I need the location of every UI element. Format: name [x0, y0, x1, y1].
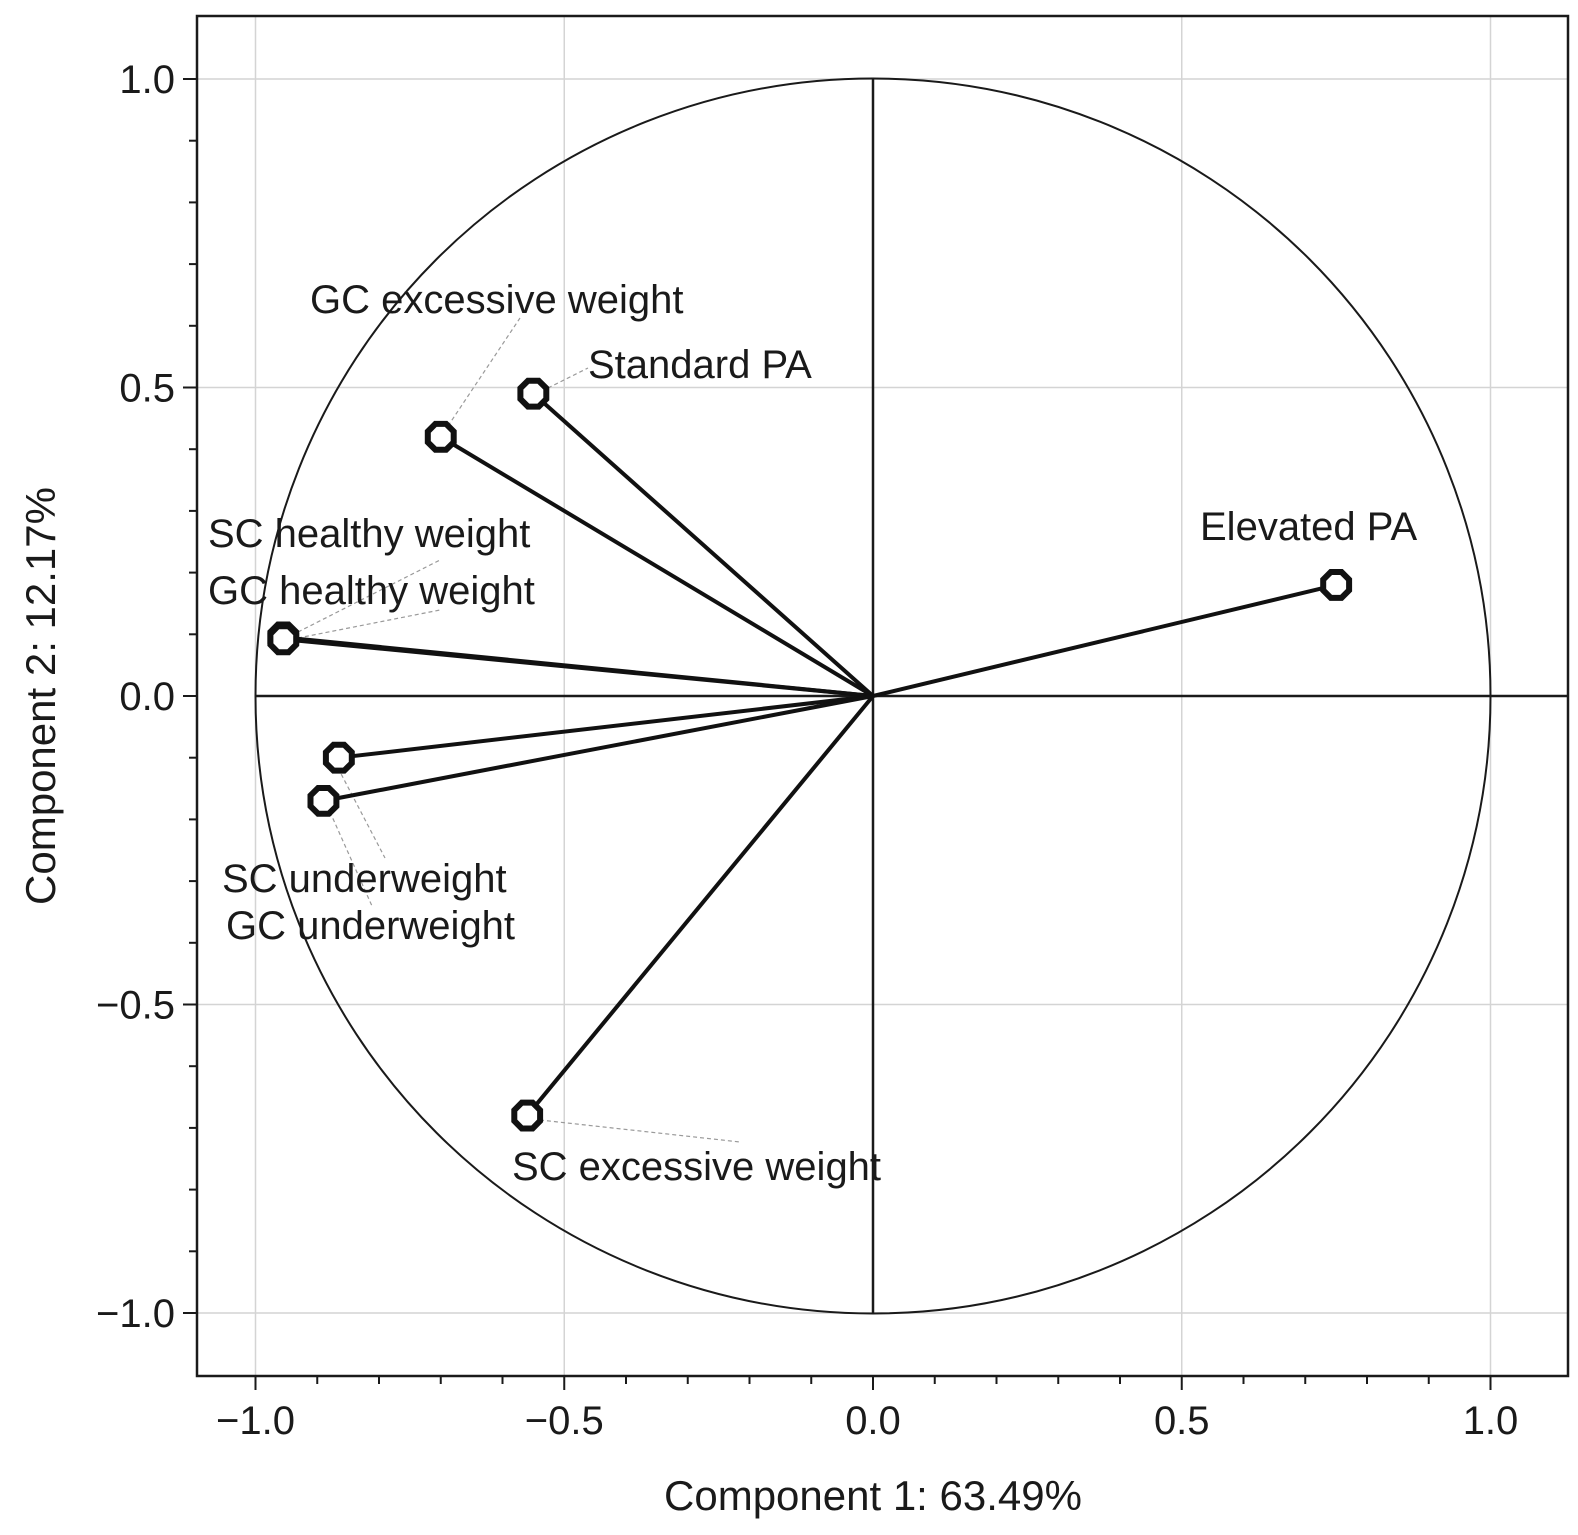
y-tick-label: −1.0 [96, 1292, 175, 1336]
point-gc-healthy-weight [267, 623, 300, 656]
label-leader-lines [297, 317, 741, 1143]
x-tick-label: −1.0 [216, 1399, 295, 1443]
leader-line [329, 811, 373, 907]
axis-ticks: −1.0 −0.5 0.0 0.5 1.0 −1.0 −0.5 0.0 0.5 1.0 [96, 58, 1518, 1443]
point-sc-excessive-weight [511, 1099, 544, 1132]
label-sc-excessive-weight: SC excessive weight [512, 1145, 881, 1189]
point-standard-pa [517, 377, 550, 410]
y-tick-label: −0.5 [96, 984, 175, 1028]
vector-gc-excessive-weight [439, 435, 875, 698]
point-gc-underweight [307, 785, 340, 817]
vector-standard-pa [532, 392, 875, 698]
zero-axes [255, 79, 1568, 1313]
point-gc-excessive-weight [424, 420, 457, 453]
point-labels: Standard PA GC excessive weight Elevated P… [208, 278, 1417, 1189]
label-gc-excessive-weight: GC excessive weight [310, 278, 683, 322]
label-gc-healthy-weight: GC healthy weight [208, 569, 535, 613]
vector-sc-underweight [338, 694, 874, 760]
x-tick-label: 0.5 [1154, 1399, 1210, 1443]
point-markers [267, 377, 1353, 1132]
label-sc-healthy-weight: SC healthy weight [208, 512, 530, 556]
leader-line [547, 367, 589, 389]
leader-line [447, 317, 521, 427]
label-elevated-pa: Elevated PA [1200, 505, 1417, 549]
point-sc-underweight [322, 741, 355, 774]
label-gc-underweight: GC underweight [226, 904, 515, 948]
x-axis-title: Component 1: 63.49% [664, 1472, 1082, 1519]
x-tick-label: 0.0 [845, 1399, 901, 1443]
loading-vectors [283, 392, 1337, 1117]
leader-line [337, 767, 386, 859]
point-elevated-pa [1320, 569, 1353, 601]
leader-line [539, 1119, 741, 1143]
leader-line [297, 559, 441, 633]
y-tick-label: 0.0 [119, 675, 175, 719]
vector-sc-excessive-weight [525, 694, 875, 1117]
y-tick-label: 0.5 [119, 367, 175, 411]
label-standard-pa: Standard PA [588, 343, 812, 387]
x-tick-label: −0.5 [525, 1399, 604, 1443]
label-sc-underweight: SC underweight [222, 857, 507, 901]
y-axis-title: Component 2: 12.17% [17, 487, 64, 905]
leader-line [297, 609, 441, 639]
y-tick-label: 1.0 [119, 58, 175, 102]
x-tick-label: 1.0 [1463, 1399, 1519, 1443]
vector-elevated-pa [872, 582, 1337, 698]
vector-gc-underweight [323, 694, 874, 803]
vector-gc-healthy-weight [283, 637, 874, 698]
